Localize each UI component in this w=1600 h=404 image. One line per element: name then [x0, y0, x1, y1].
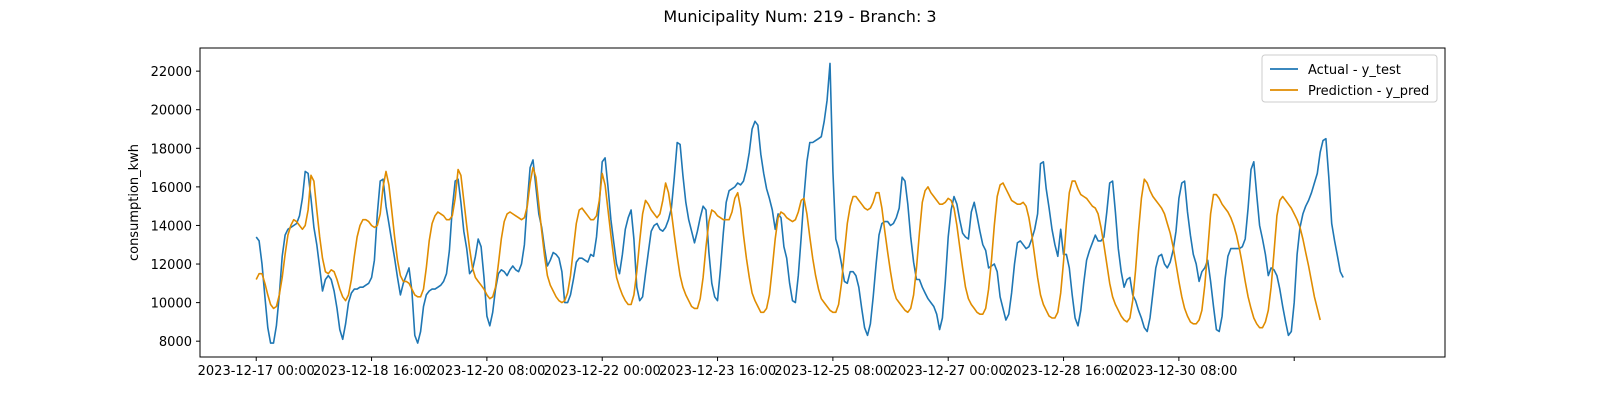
x-tick-label-8: 2023-12-30 08:00: [1120, 364, 1237, 379]
x-tick-label-2: 2023-12-20 08:00: [428, 364, 545, 379]
series-line-0: [255, 62, 1344, 344]
x-tick-label-0: 2023-12-17 00:00: [198, 364, 315, 379]
y-axis: 8000 10000 12000 14000 16000 18000 20000 22000: [151, 65, 200, 350]
legend-label-0: Actual - y_test: [1308, 63, 1401, 78]
legend-box: [1261, 54, 1438, 103]
legend: Actual - y_test Prediction - y_pred: [1261, 54, 1438, 103]
x-tick-label-5: 2023-12-25 08:00: [774, 364, 891, 379]
y-tick-label-1: 10000: [151, 297, 192, 312]
y-tick-label-2: 12000: [151, 258, 192, 273]
y-tick-label-3: 14000: [151, 219, 192, 234]
legend-label-1: Prediction - y_pred: [1308, 84, 1429, 99]
y-tick-label-6: 20000: [151, 104, 192, 119]
y-tick-label-7: 22000: [151, 65, 192, 80]
x-tick-label-3: 2023-12-22 00:00: [544, 364, 661, 379]
plot-frame: [199, 47, 1446, 358]
x-tick-label-1: 2023-12-18 16:00: [313, 364, 430, 379]
chart-title: Municipality Num: 219 - Branch: 3: [663, 7, 936, 26]
x-tick-label-4: 2023-12-23 16:00: [659, 364, 776, 379]
y-tick-label-0: 8000: [159, 335, 192, 350]
y-tick-label-5: 18000: [151, 142, 192, 157]
plot-area: [199, 47, 1446, 358]
x-tick-label-7: 2023-12-28 16:00: [1005, 364, 1122, 379]
series-line-1: [255, 166, 1321, 329]
y-axis-label: consumption_kwh: [127, 144, 142, 261]
y-tick-label-4: 16000: [151, 181, 192, 196]
x-tick-label-6: 2023-12-27 00:00: [890, 364, 1007, 379]
